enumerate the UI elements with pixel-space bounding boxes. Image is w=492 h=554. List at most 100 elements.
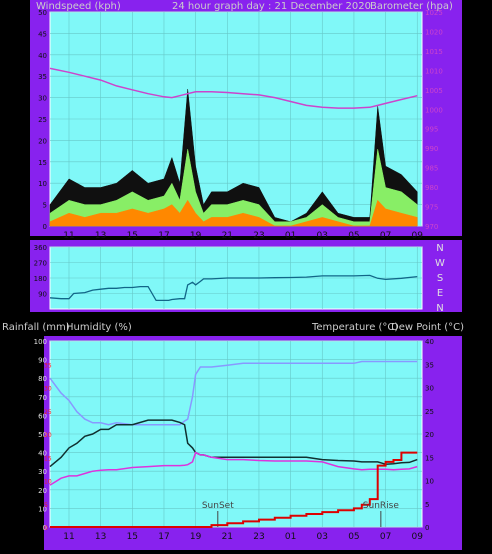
time-tick-label: 11 [63, 532, 74, 542]
barometer-y-tick-label: 1000 [425, 106, 443, 114]
temperature-y-tick-label: 40 [425, 338, 434, 346]
time-tick-label: 21 [222, 532, 233, 542]
direction-y-tick-label: 180 [34, 275, 47, 283]
barometer-y-tick-label: 1020 [425, 28, 443, 36]
dewpoint-axis-title: Dew Point (°C) [391, 322, 464, 333]
barometer-y-tick-label: 1015 [425, 48, 443, 56]
rainfall-y-tick-label: 5 [44, 502, 48, 509]
direction-y-tick-label: 270 [34, 260, 47, 268]
barometer-y-tick-label: 975 [425, 204, 438, 212]
temperature-y-tick-label: 0 [425, 524, 429, 532]
time-tick-label: 13 [95, 532, 106, 542]
compass-label: N [436, 243, 443, 254]
time-tick-label: 19 [190, 532, 202, 542]
time-tick-label: 07 [380, 231, 391, 241]
rainfall-y-tick-label: 0 [44, 525, 48, 532]
wind-y-tick-label: 45 [38, 30, 47, 38]
wind-axis-title: Windspeed (kph) [36, 1, 121, 12]
time-tick-label: 09 [412, 231, 424, 241]
time-tick-label: 15 [127, 532, 138, 542]
compass-label: W [435, 258, 445, 269]
humidity-y-tick-label: 0 [43, 524, 47, 532]
chart-labels: Windspeed (kph) 24 hour graph day : 21 D… [2, 1, 464, 542]
humidity-y-tick-label: 90 [38, 357, 47, 365]
humidity-y-tick-label: 30 [38, 468, 47, 476]
barometer-axis-title: Barometer (hpa) [370, 1, 453, 12]
time-tick-label: 05 [348, 231, 359, 241]
temperature-y-tick-label: 15 [425, 454, 434, 462]
compass-label: E [437, 288, 443, 299]
wind-direction-series [49, 274, 418, 302]
barometer-y-tick-label: 970 [425, 223, 438, 231]
barometer-y-tick-label: 1025 [425, 9, 443, 17]
barometer-y-tick-label: 995 [425, 126, 438, 134]
time-tick-label: 23 [253, 532, 264, 542]
rainfall-y-tick-label: 10 [44, 479, 52, 486]
time-tick-label: 03 [317, 532, 328, 542]
humidity-y-tick-label: 60 [38, 412, 47, 420]
time-tick-label: 19 [190, 231, 202, 241]
rainfall-y-tick-label: 30 [44, 386, 52, 393]
wind-y-tick-label: 35 [38, 73, 47, 81]
temperature-y-tick-label: 30 [425, 385, 434, 393]
humidity-y-tick-label: 20 [38, 487, 47, 495]
humidity-series [49, 360, 418, 426]
time-tick-label: 11 [63, 231, 74, 241]
rainfall-y-tick-label: 25 [44, 409, 52, 416]
time-tick-label: 21 [222, 231, 233, 241]
wind-lowest-series [49, 199, 418, 227]
event-label: SunRise [363, 501, 400, 511]
temperature-y-tick-label: 5 [425, 501, 429, 509]
wind-y-tick-label: 10 [38, 180, 47, 188]
temperature-y-tick-label: 20 [425, 431, 434, 439]
humidity-y-tick-label: 80 [38, 375, 47, 383]
direction-y-tick-label: 90 [38, 291, 47, 299]
barometer-y-tick-label: 1010 [425, 67, 443, 75]
rainfall-y-tick-label: 20 [44, 432, 52, 439]
rainfall-y-tick-label: 35 [44, 362, 52, 369]
wind-y-tick-label: 40 [38, 52, 47, 60]
chart-series [49, 67, 418, 528]
wind-y-tick-label: 5 [43, 202, 47, 210]
dewpoint-series [49, 451, 418, 486]
barometer-y-tick-label: 985 [425, 165, 438, 173]
temperature-axis-title: Temperature (°C) [311, 322, 398, 333]
time-tick-label: 23 [253, 231, 264, 241]
time-tick-label: 01 [285, 532, 296, 542]
time-tick-label: 01 [285, 231, 296, 241]
wind-y-tick-label: 0 [43, 223, 47, 231]
temperature-y-tick-label: 25 [425, 408, 434, 416]
humidity-y-tick-label: 10 [38, 505, 47, 513]
barometer-y-tick-label: 980 [425, 184, 438, 192]
rainfall-y-tick-label: 15 [44, 455, 52, 462]
humidity-y-tick-label: 70 [38, 394, 47, 402]
humidity-y-tick-label: 100 [34, 338, 47, 346]
barometer-y-tick-label: 1005 [425, 87, 443, 95]
wind-y-tick-label: 15 [38, 159, 47, 167]
temperature-y-tick-label: 35 [425, 361, 434, 369]
graph-title: 24 hour graph day : 21 December 2020 [172, 1, 371, 12]
humidity-axis-title: Humidity (%) [66, 322, 132, 333]
temperature-y-tick-label: 10 [425, 478, 434, 486]
barometer-y-tick-label: 990 [425, 145, 438, 153]
compass-label: S [437, 273, 443, 284]
time-tick-label: 05 [348, 532, 359, 542]
event-label: SunSet [202, 501, 234, 511]
wind-y-tick-label: 30 [38, 95, 47, 103]
time-tick-label: 03 [317, 231, 328, 241]
wind-y-tick-label: 20 [38, 137, 47, 145]
time-tick-label: 17 [158, 231, 169, 241]
time-tick-label: 09 [412, 532, 424, 542]
wind-y-tick-label: 50 [38, 9, 47, 17]
rainfall-series [50, 451, 418, 528]
direction-y-tick-label: 360 [34, 244, 47, 252]
wind-y-tick-label: 25 [38, 116, 47, 124]
rainfall-axis-title: Rainfall (mm) [2, 322, 70, 333]
time-tick-label: 07 [380, 532, 391, 542]
wind-gust-series [49, 88, 418, 227]
barometer-series [49, 67, 418, 109]
time-tick-label: 17 [158, 532, 169, 542]
time-tick-label: 13 [95, 231, 106, 241]
